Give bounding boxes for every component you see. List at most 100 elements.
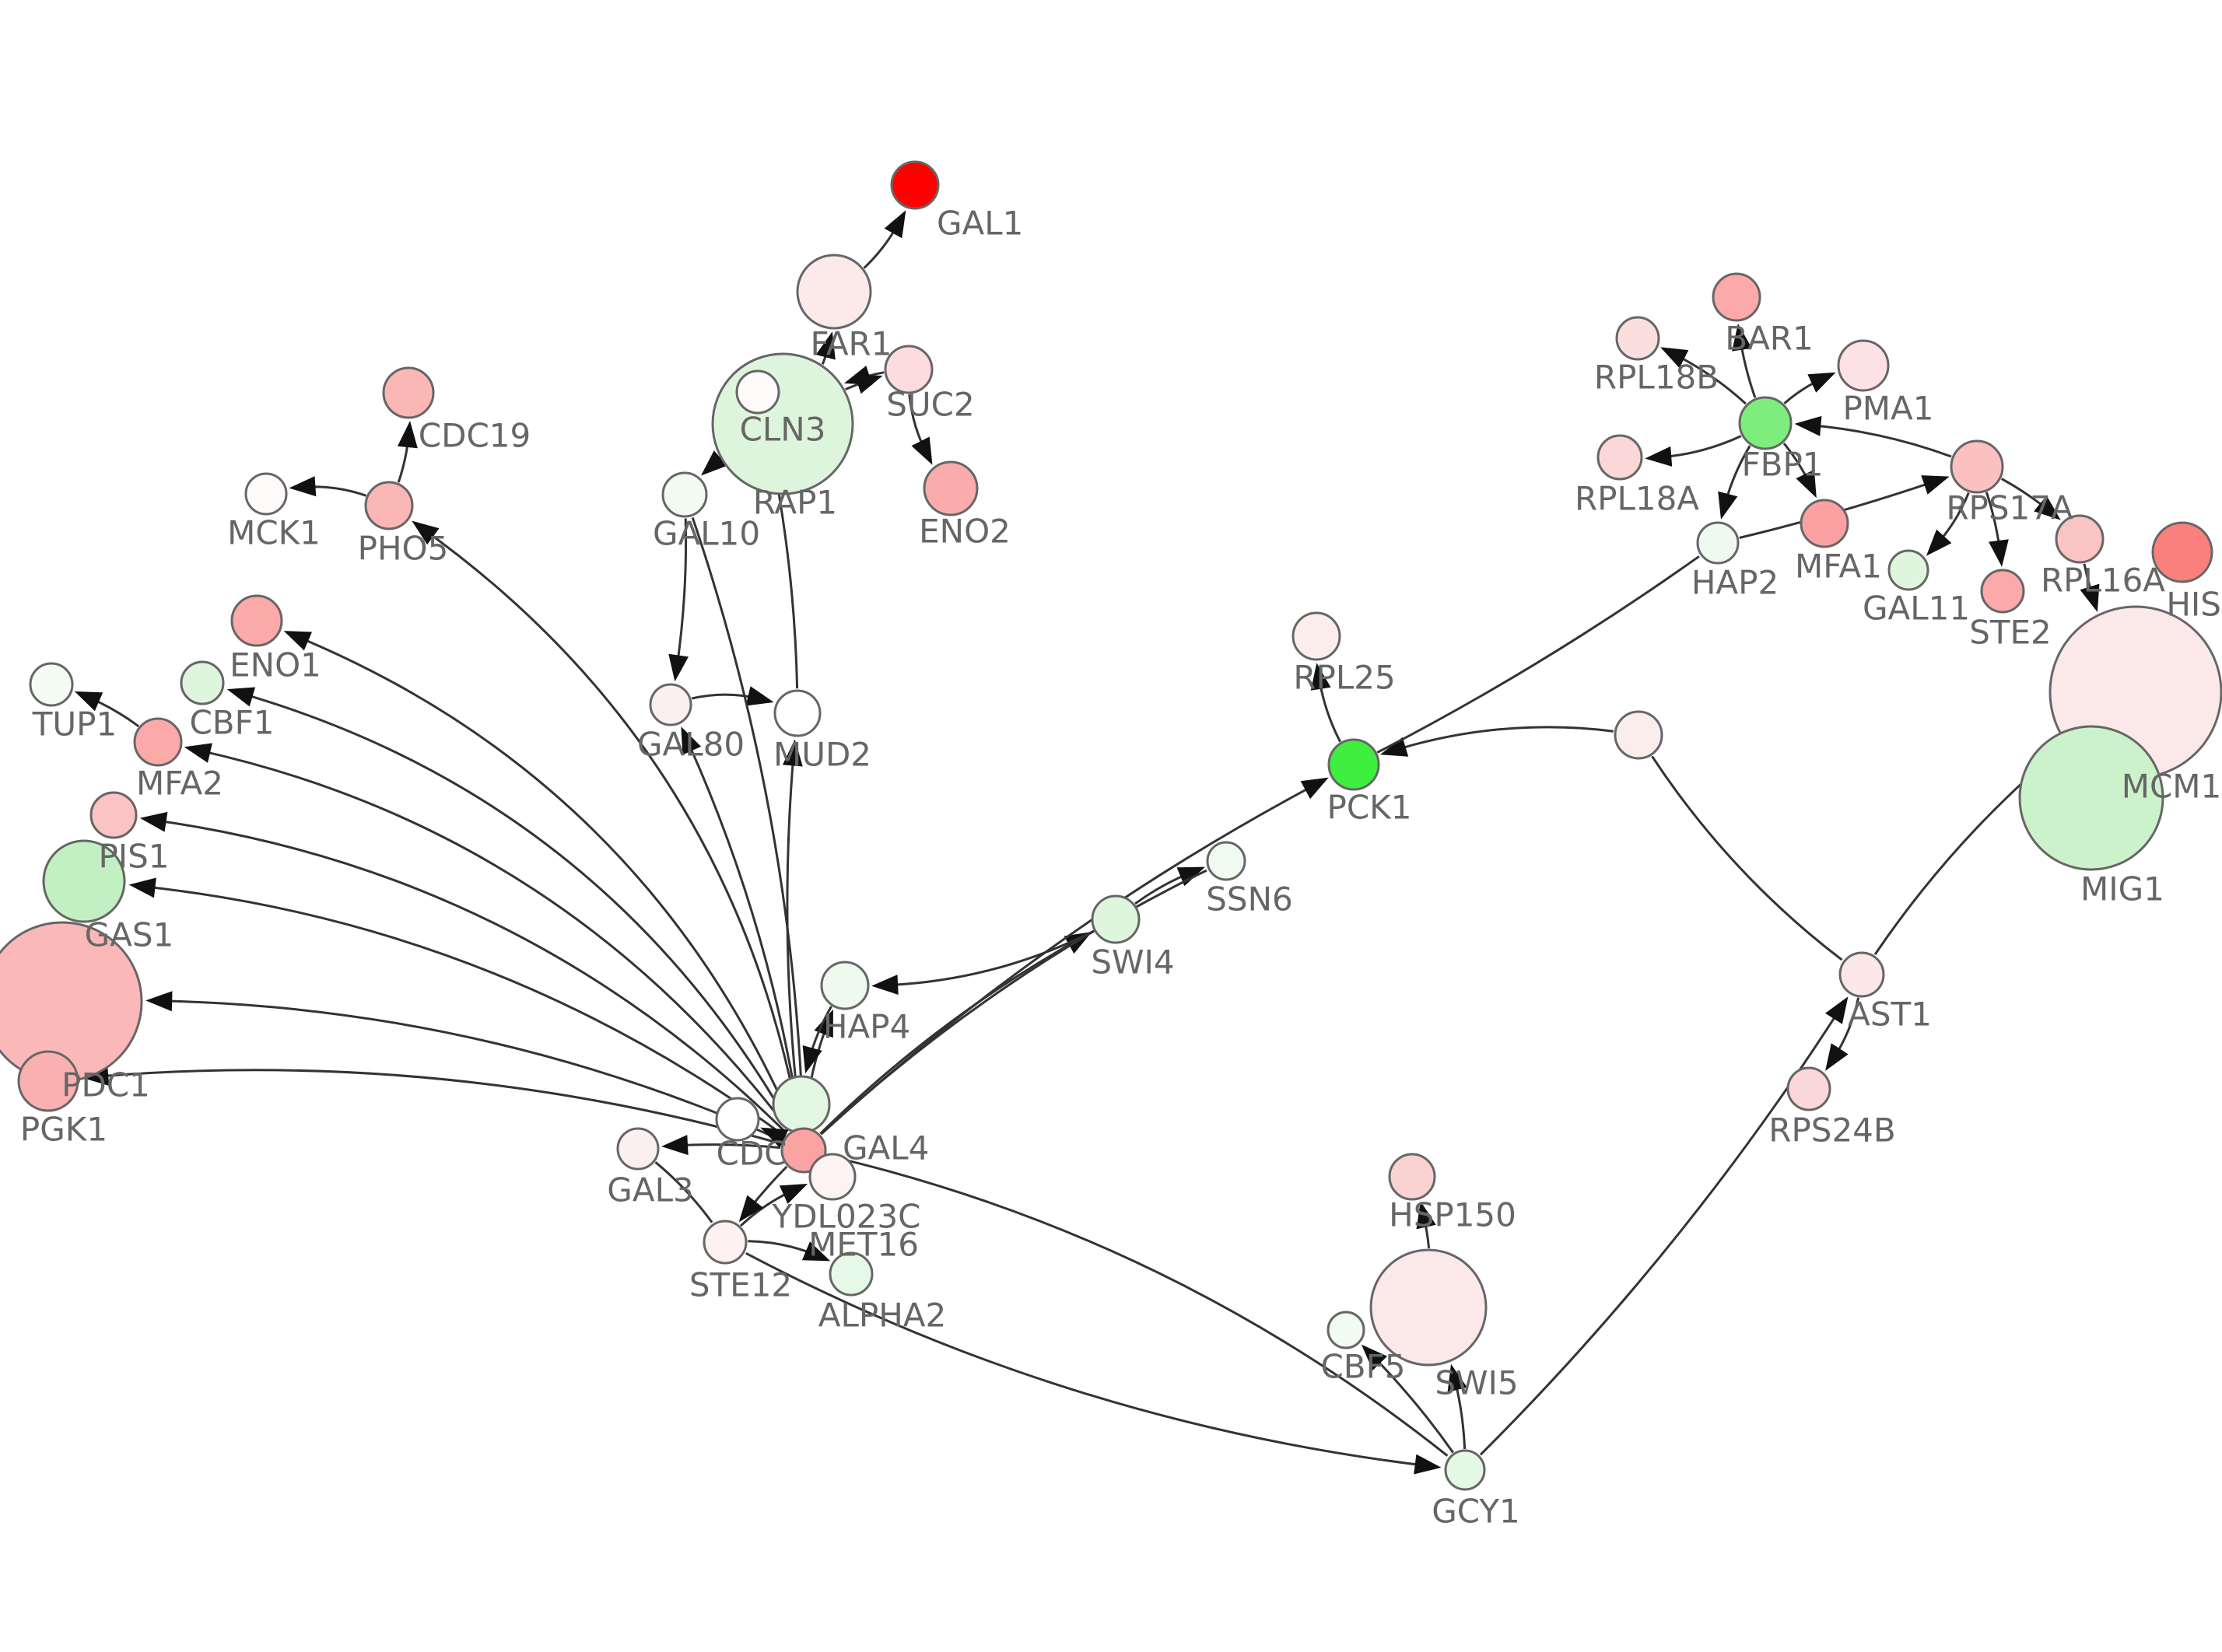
- gene-node-pis1[interactable]: [89, 791, 138, 839]
- gene-label-mcm1: MCM1: [2122, 768, 2222, 806]
- arrowhead-icon: [2080, 583, 2100, 612]
- gene-node-mfa1[interactable]: [1800, 499, 1849, 548]
- gene-label-ste2: STE2: [1969, 614, 2052, 652]
- gene-label-gal80: GAL80: [637, 726, 745, 764]
- gene-node-cbf1[interactable]: [180, 660, 225, 705]
- gene-node-suc2[interactable]: [884, 345, 934, 394]
- gene-label-bar1: BAR1: [1725, 320, 1813, 358]
- gene-label-tup1: TUP1: [32, 705, 117, 744]
- edge-gal10-to-gal80: [675, 518, 688, 670]
- gene-node-cbf5[interactable]: [1327, 1311, 1365, 1349]
- gene-node-rpl16a[interactable]: [2055, 514, 2105, 564]
- gene-node-far1[interactable]: [796, 254, 872, 330]
- arrowhead-icon: [802, 1045, 822, 1074]
- gene-label-rps24b: RPS24B: [1768, 1111, 1895, 1150]
- gene-label-rpl18a: RPL18A: [1575, 480, 1699, 518]
- gene-node-alpha2[interactable]: [829, 1251, 874, 1297]
- gene-node-cdc19[interactable]: [382, 366, 435, 419]
- gene-node-hap2[interactable]: [1696, 521, 1740, 565]
- gene-label-mfa1: MFA1: [1795, 548, 1882, 586]
- edge-gal4-to-eno1: [294, 635, 795, 1129]
- gene-node-pma1[interactable]: [1837, 339, 1890, 392]
- gene-label-hap2: HAP2: [1691, 564, 1779, 602]
- gene-node-rpl25[interactable]: [1291, 611, 1341, 661]
- gene-node-ste2[interactable]: [1980, 569, 2025, 614]
- gene-node-eno2[interactable]: [923, 460, 979, 516]
- edges-layer: [74, 210, 2100, 1475]
- gene-node-mfa2[interactable]: [133, 717, 183, 767]
- gene-node-his4[interactable]: [2151, 521, 2213, 583]
- arrowhead-icon: [1825, 1043, 1849, 1071]
- gene-node-mck1[interactable]: [244, 472, 288, 516]
- gene-label-pma1: PMA1: [1842, 390, 1933, 428]
- arrowhead-icon: [1414, 1454, 1442, 1475]
- gene-label-gal11: GAL11: [1863, 590, 1970, 628]
- arrowhead-icon: [668, 653, 689, 682]
- gene-label-eno1: ENO1: [230, 646, 321, 684]
- arrowhead-icon: [782, 739, 803, 767]
- arrowhead-icon: [74, 691, 103, 712]
- arrowhead-icon: [1379, 737, 1409, 757]
- arrowhead-icon: [397, 421, 418, 449]
- arrowhead-icon: [1660, 347, 1689, 369]
- arrowhead-icon: [1794, 415, 1822, 436]
- edge-gal4-to-cbf1: [238, 691, 793, 1129]
- gene-node-hsp150[interactable]: [1388, 1153, 1436, 1201]
- nodes-layer: [0, 160, 2222, 1491]
- gene-label-mfa2: MFA2: [136, 765, 223, 803]
- gene-node-rpl18a[interactable]: [1596, 434, 1643, 481]
- arrowhead-icon: [871, 975, 899, 995]
- gene-node-ydl023c[interactable]: [808, 1153, 857, 1201]
- gene-node-gal80[interactable]: [649, 683, 692, 726]
- gene-node-gal3[interactable]: [616, 1127, 660, 1171]
- gene-node-ssn6[interactable]: [1206, 841, 1246, 881]
- edge-gal4-to-mfa2: [196, 748, 790, 1132]
- gene-node-hap4[interactable]: [820, 961, 870, 1010]
- arrowhead-icon: [738, 1195, 763, 1223]
- arrowhead-icon: [145, 991, 173, 1012]
- gene-node-rps24b[interactable]: [1786, 1066, 1831, 1111]
- gene-node-pho5[interactable]: [364, 481, 414, 530]
- edge-gal4-to-gcy1: [826, 1154, 1449, 1457]
- gene-node-swi5[interactable]: [1369, 1248, 1488, 1367]
- arrowhead-icon: [1718, 491, 1738, 520]
- gene-node-gal4u[interactable]: [772, 1075, 831, 1134]
- arrowhead-icon: [1416, 1201, 1436, 1230]
- arrowhead-icon: [1447, 1363, 1467, 1392]
- gene-label-cln3: CLN3: [740, 411, 826, 449]
- gene-node-pck1[interactable]: [1327, 738, 1380, 791]
- arrowhead-icon: [854, 374, 883, 394]
- gene-label-pdc1: PDC1: [61, 1066, 150, 1104]
- gene-node-rpl18b[interactable]: [1615, 316, 1660, 361]
- gene-node-mud2[interactable]: [773, 689, 822, 737]
- gene-node-fbp1[interactable]: [1738, 396, 1793, 450]
- gene-node-tup1[interactable]: [29, 662, 74, 707]
- gene-node-ste12[interactable]: [703, 1220, 748, 1265]
- gene-label-cdc: CDC: [717, 1135, 787, 1173]
- edge-gal4-to-swi4: [819, 936, 1082, 1135]
- gene-node-bar1[interactable]: [1712, 272, 1761, 322]
- gene-node-gas1[interactable]: [42, 839, 126, 923]
- gene-node-gal11[interactable]: [1887, 549, 1929, 591]
- gene-node-rps17a[interactable]: [1950, 439, 2004, 494]
- arrowhead-icon: [661, 1135, 689, 1156]
- arrowhead-icon: [1796, 469, 1817, 499]
- gene-node-cdc[interactable]: [715, 1097, 760, 1142]
- gene-node-pgk1[interactable]: [17, 1050, 79, 1112]
- gene-label-pho5: PHO5: [358, 530, 449, 568]
- gene-node-swi4[interactable]: [1091, 894, 1141, 944]
- arrowhead-icon: [184, 743, 212, 763]
- gene-node-rap1[interactable]: [735, 369, 780, 415]
- gene-label-cdc19: CDC19: [419, 417, 531, 455]
- arrowhead-icon: [1361, 1344, 1387, 1370]
- gene-node-eno1[interactable]: [230, 594, 283, 647]
- arrowhead-icon: [283, 631, 312, 651]
- gene-node-gal1[interactable]: [890, 160, 940, 210]
- gene-node-gal10[interactable]: [661, 471, 708, 518]
- edge-pck1-to-hap2: [1376, 555, 1700, 754]
- gene-node-ast1[interactable]: [1838, 951, 1885, 998]
- gene-node-rpl25b[interactable]: [1614, 710, 1663, 760]
- gene-node-mig1[interactable]: [2018, 725, 2164, 871]
- gene-node-gcy1[interactable]: [1444, 1449, 1486, 1491]
